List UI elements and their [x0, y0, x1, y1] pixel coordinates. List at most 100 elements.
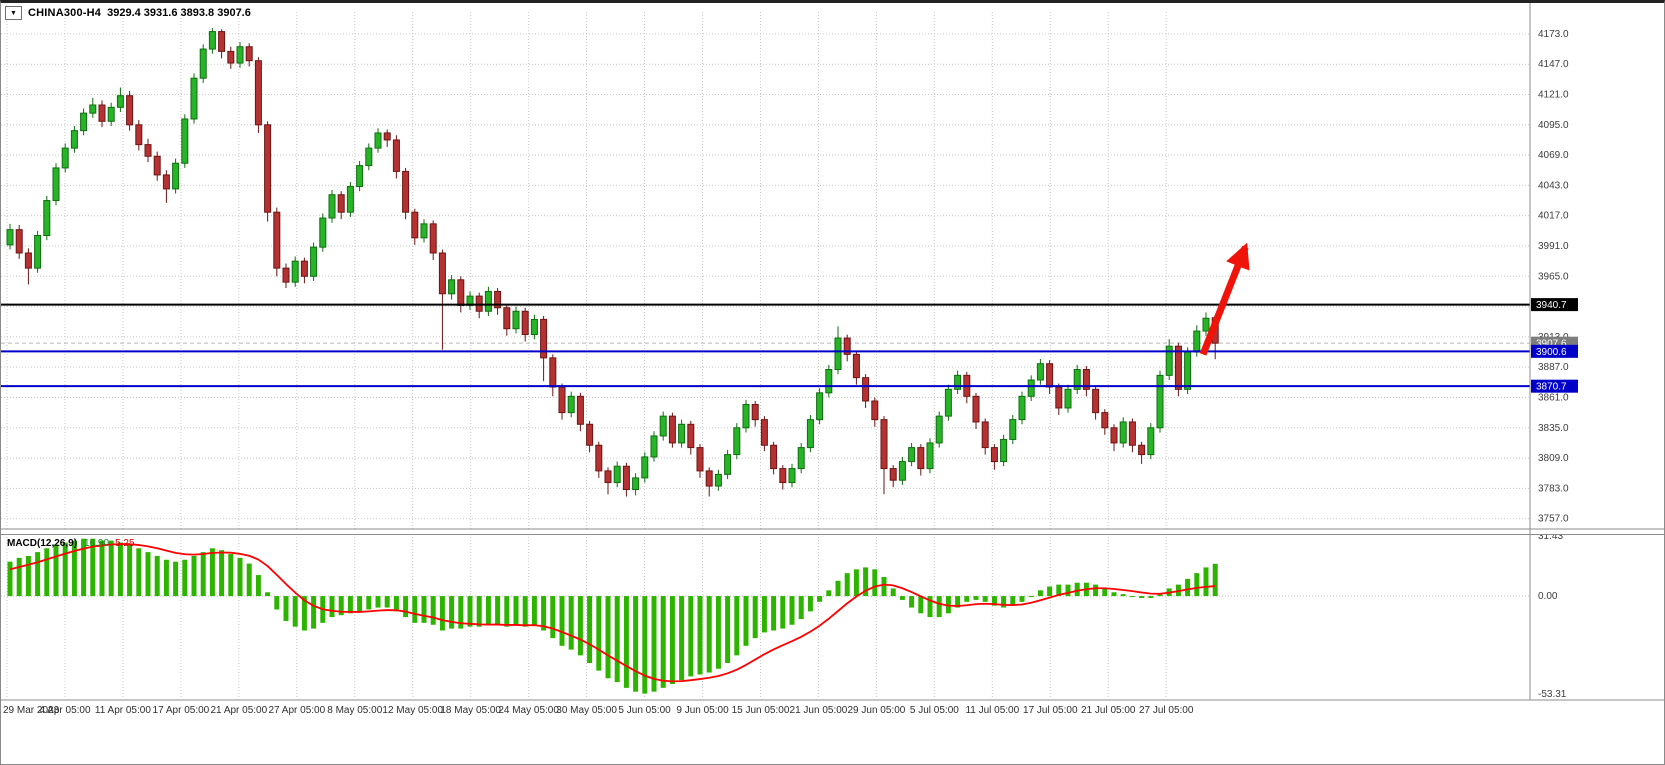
- macd-histogram-bar: [531, 596, 537, 625]
- macd-histogram-bar: [265, 592, 271, 597]
- macd-histogram-bar: [439, 596, 445, 631]
- macd-histogram-bar: [771, 596, 777, 631]
- macd-histogram-bar: [393, 596, 399, 612]
- macd-histogram-bar: [1074, 582, 1080, 597]
- candle-body: [392, 139, 400, 172]
- price-marker-label: 3907.6: [1536, 339, 1567, 350]
- candle-body: [512, 310, 520, 330]
- time-axis-label: 11 Jul 05:00: [965, 705, 1019, 716]
- candle-body: [990, 447, 998, 463]
- macd-histogram-bar: [274, 596, 280, 610]
- macd-histogram-bar: [964, 596, 970, 602]
- macd-histogram-bar: [679, 596, 685, 681]
- macd-histogram-bar: [1001, 596, 1007, 608]
- candle-body: [429, 223, 437, 254]
- time-axis-label: 15 Jun 05:00: [732, 705, 790, 716]
- candle-body: [972, 395, 980, 423]
- price-axis-label: 4069.0: [1538, 150, 1569, 161]
- candle-body: [1193, 330, 1201, 353]
- candle-body: [264, 124, 272, 213]
- candle-body: [825, 369, 833, 394]
- candle-body: [135, 124, 143, 146]
- candle-body: [806, 419, 814, 449]
- macd-histogram-bar: [209, 548, 215, 597]
- candle-body: [1156, 374, 1164, 429]
- candle-body: [944, 388, 952, 417]
- macd-histogram-bar: [485, 596, 491, 625]
- pane-splitter[interactable]: [1, 529, 1665, 535]
- macd-histogram-bar: [660, 596, 666, 688]
- candle-body: [1101, 412, 1109, 429]
- symbol-dropdown-button[interactable]: ▼: [5, 6, 22, 20]
- macd-histogram-bar: [982, 596, 988, 602]
- candle-body: [917, 447, 925, 470]
- macd-histogram-bar: [255, 575, 261, 597]
- candle-body: [659, 415, 667, 437]
- macd-histogram-bar: [329, 596, 335, 618]
- time-axis-label: 4 Apr 05:00: [39, 705, 91, 716]
- time-axis-label: 27 Jul 05:00: [1139, 705, 1194, 716]
- macd-histogram-bar: [807, 596, 813, 612]
- candle-body: [1165, 345, 1173, 376]
- macd-histogram-bar: [467, 596, 473, 627]
- candle-body: [852, 353, 860, 379]
- candle-body: [503, 307, 511, 330]
- macd-histogram-bar: [163, 559, 169, 597]
- price-marker-label: 3870.7: [1536, 382, 1567, 393]
- macd-histogram-bar: [16, 557, 22, 597]
- candle-body: [871, 400, 879, 421]
- candle-body: [328, 194, 336, 219]
- candle-body: [1073, 369, 1081, 390]
- macd-histogram-bar: [1047, 586, 1053, 597]
- macd-histogram-bar: [1194, 573, 1200, 597]
- price-axis-label: 4043.0: [1538, 180, 1569, 191]
- macd-histogram-bar: [99, 540, 105, 597]
- macd-histogram-bar: [853, 569, 859, 597]
- candle-body: [779, 468, 787, 484]
- candle-body: [43, 200, 51, 237]
- macd-signal-line: [9, 543, 1216, 683]
- macd-histogram-bar: [237, 557, 243, 597]
- price-chart-canvas[interactable]: 4173.0 4147.0 4121.0 4095.0 4069.0 4043.0 4017…: [1, 3, 1665, 765]
- candle-body: [402, 170, 410, 213]
- candle-body: [1202, 317, 1210, 332]
- candle-body: [1119, 421, 1127, 444]
- macd-scale-label: 31.43: [1538, 531, 1563, 542]
- time-axis-label: 21 Jun 05:00: [790, 705, 848, 716]
- price-axis-label: 3965.0: [1538, 271, 1569, 282]
- macd-histogram-bar: [347, 596, 353, 614]
- macd-histogram-bar: [669, 596, 675, 685]
- candle-body: [254, 60, 262, 126]
- time-axis-label: 21 Apr 05:00: [210, 705, 267, 716]
- price-marker-label: 3900.6: [1536, 347, 1567, 358]
- macd-histogram-bar: [71, 540, 77, 597]
- macd-histogram-bar: [145, 552, 151, 597]
- price-axis-label: 3887.0: [1538, 362, 1569, 373]
- up-arrow-annotation[interactable]: [1199, 242, 1250, 356]
- candle-body: [273, 211, 281, 269]
- candle-body: [15, 229, 23, 254]
- macd-histogram-bar: [752, 596, 758, 639]
- candle-body: [190, 77, 198, 120]
- macd-histogram-bar: [191, 555, 197, 597]
- chart-ohlc-values: 3929.4 3931.6 3893.8 3907.6: [107, 7, 251, 19]
- candle-body: [926, 442, 934, 470]
- macd-histogram-bar: [476, 596, 482, 627]
- price-axis-label: 4121.0: [1538, 90, 1569, 101]
- candle-body: [770, 444, 778, 470]
- price-axis-label: 4147.0: [1538, 59, 1569, 70]
- candle-body: [420, 223, 428, 239]
- candle-body: [898, 461, 906, 481]
- macd-histogram-bar: [357, 596, 363, 612]
- time-axis-label: 12 May 05:00: [382, 705, 443, 716]
- candle-body: [6, 229, 14, 246]
- macd-histogram-bar: [1157, 594, 1163, 597]
- candle-body: [558, 386, 566, 414]
- chevron-down-icon: ▼: [10, 9, 17, 17]
- candle-body: [337, 194, 345, 213]
- macd-histogram-bar: [1093, 584, 1099, 597]
- price-axis-label: 4173.0: [1538, 29, 1569, 40]
- candle-body: [89, 104, 97, 114]
- candle-body: [1174, 345, 1182, 390]
- macd-histogram-bar: [623, 596, 629, 688]
